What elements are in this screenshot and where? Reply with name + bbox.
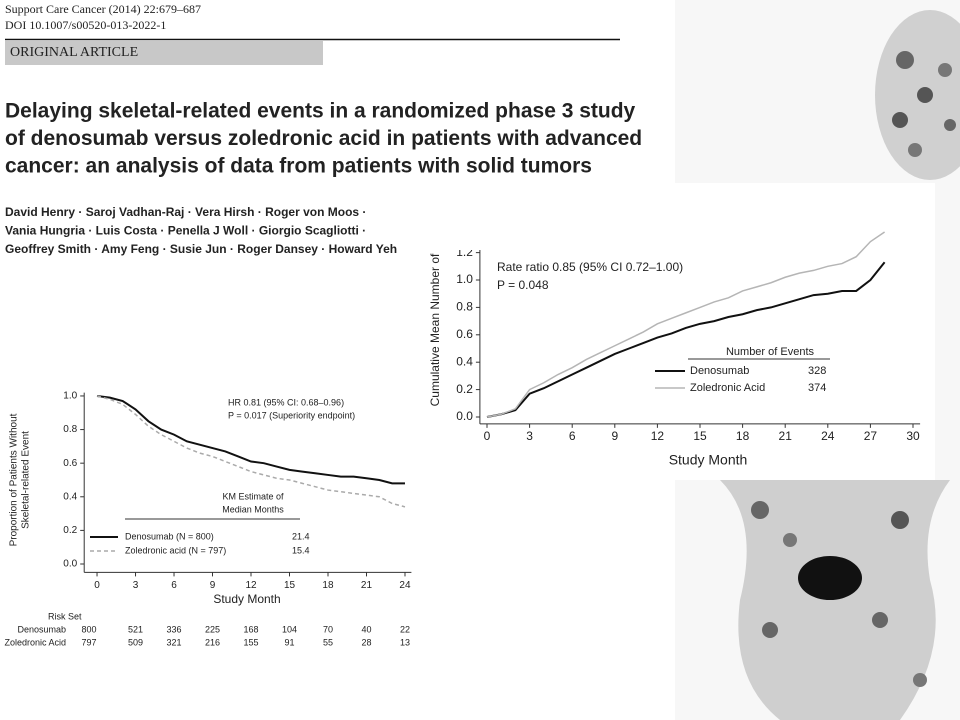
x-axis-label: Study Month (669, 452, 748, 468)
y-tick-label: 0.6 (63, 458, 77, 469)
risk-value: 40 (361, 624, 371, 634)
risk-title: Risk Set (48, 611, 82, 621)
legend-label: Zoledronic acid (N = 797) (125, 545, 226, 555)
legend-title: Number of Events (726, 346, 815, 358)
legend-label: Zoledronic Acid (690, 382, 765, 394)
y-tick-label: 0.8 (456, 300, 473, 314)
author-line: David Henry · Saroj Vadhan-Raj · Vera Hi… (5, 205, 366, 219)
section: ORIGINAL ARTICLE (10, 45, 138, 60)
x-tick-label: 27 (864, 429, 878, 443)
x-tick-label: 3 (133, 580, 139, 591)
risk-value: 336 (167, 624, 182, 634)
risk-value: 509 (128, 637, 143, 647)
x-tick-label: 0 (94, 580, 100, 591)
risk-value: 91 (284, 637, 294, 647)
y-tick-label: 0.4 (63, 491, 77, 502)
risk-value: 168 (243, 624, 258, 634)
risk-value: 28 (361, 637, 371, 647)
legend-value: 374 (808, 382, 826, 394)
risk-label: Denosumab (17, 624, 66, 634)
y-axis-label: Cumulative Mean Number of (428, 253, 442, 406)
risk-value: 216 (205, 637, 220, 647)
risk-value: 797 (82, 637, 97, 647)
x-tick-label: 0 (484, 429, 491, 443)
y-axis-label: Skeletal-related Event (21, 431, 32, 529)
series-line (486, 261, 886, 418)
y-tick-label: 1.0 (63, 391, 77, 402)
annotation: HR 0.81 (95% CI: 0.68–0.96) (228, 397, 344, 407)
x-tick-label: 12 (245, 580, 257, 591)
chart: 0.0 0.2 0.4 0.6 0.8 1.0 0 3 6 9 12 15 18 21 24 Proporti… (4, 391, 412, 647)
y-tick-label: 1.0 (456, 272, 473, 286)
risk-value: 104 (282, 624, 297, 634)
y-tick-label: 0.2 (63, 525, 77, 536)
x-tick-label: 6 (569, 429, 576, 443)
legend-value: 15.4 (292, 545, 310, 555)
x-axis-label: Study Month (213, 592, 280, 606)
x-tick-label: 15 (284, 580, 296, 591)
annotation: P = 0.048 (497, 278, 549, 292)
legend-title: KM Estimate of (222, 491, 284, 501)
risk-value: 70 (323, 624, 333, 634)
author-line: Vania Hungria · Luis Costa · Penella J W… (5, 224, 366, 238)
legend-title: Median Months (222, 504, 284, 514)
y-tick-label: 0.0 (63, 559, 77, 570)
risk-value: 225 (205, 624, 220, 634)
x-tick-label: 18 (322, 580, 334, 591)
risk-value: 155 (243, 637, 258, 647)
risk-value: 800 (82, 624, 97, 634)
title-line: of denosumab versus zoledronic acid in p… (5, 127, 642, 150)
x-tick-label: 9 (611, 429, 618, 443)
x-tick-label: 24 (399, 580, 411, 591)
y-tick-label: 0.8 (63, 424, 77, 435)
x-tick-label: 6 (171, 580, 177, 591)
x-tick-label: 12 (651, 429, 665, 443)
y-tick-label: 0.0 (456, 409, 473, 423)
y-tick-label: 0.6 (456, 327, 473, 341)
y-tick-label: 0.2 (456, 382, 473, 396)
series-line (486, 231, 886, 418)
risk-label: Zoledronic Acid (4, 637, 66, 647)
x-tick-label: 21 (779, 429, 793, 443)
risk-value: 13 (400, 637, 410, 647)
series-line (96, 394, 405, 485)
y-tick-label: 0.4 (456, 354, 473, 368)
x-tick-label: 15 (693, 429, 707, 443)
x-tick-label: 21 (361, 580, 373, 591)
journal: Support Care Cancer (2014) 22:679–687 (5, 2, 201, 16)
legend-value: 328 (808, 365, 826, 377)
x-tick-label: 24 (821, 429, 835, 443)
legend-label: Denosumab (690, 365, 749, 377)
section-bar (5, 41, 323, 65)
doi: DOI 10.1007/s00520-013-2022-1 (5, 18, 166, 32)
risk-value: 22 (400, 624, 410, 634)
legend-label: Denosumab (N = 800) (125, 531, 214, 541)
annotation: P = 0.017 (Superiority endpoint) (228, 410, 355, 420)
risk-value: 521 (128, 624, 143, 634)
title-line: Delaying skeletal-related events in a ra… (5, 100, 636, 123)
y-axis-label: Proportion of Patients Without (9, 413, 20, 546)
x-tick-label: 30 (906, 429, 920, 443)
x-tick-label: 3 (526, 429, 533, 443)
risk-value: 55 (323, 637, 333, 647)
risk-value: 321 (167, 637, 182, 647)
legend-value: 21.4 (292, 531, 310, 541)
x-tick-label: 18 (736, 429, 750, 443)
author-line: Geoffrey Smith · Amy Feng · Susie Jun · … (5, 242, 397, 256)
title-line: cancer: an analysis of data from patient… (5, 155, 592, 178)
annotation: Rate ratio 0.85 (95% CI 0.72–1.00) (497, 260, 683, 274)
x-tick-label: 9 (210, 580, 216, 591)
chart: 0.00.20.40.60.81.01.20 3 6 9 12 15 18 21 24 27 30C… (428, 225, 921, 468)
